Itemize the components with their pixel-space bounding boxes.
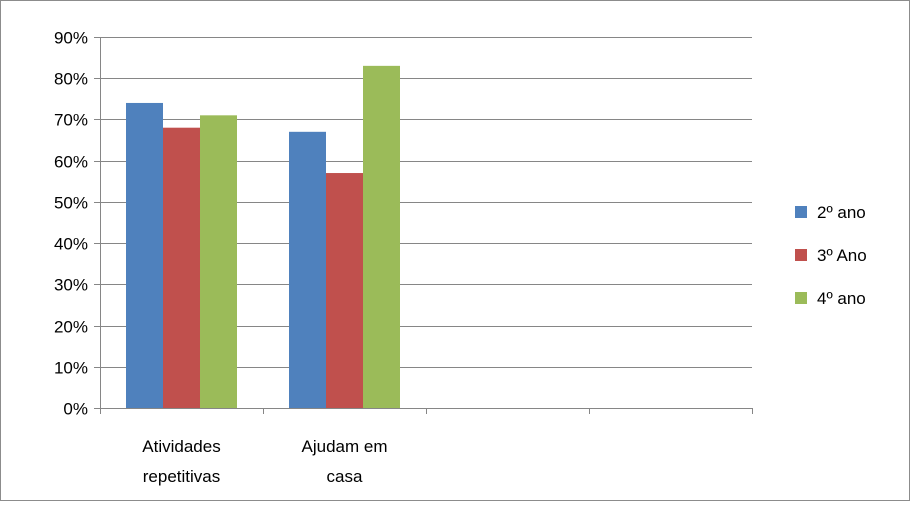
y-tick-label: 90% [54, 29, 88, 48]
x-category-label: casa [327, 467, 363, 486]
x-category-label: repetitivas [143, 467, 220, 486]
y-tick-label: 60% [54, 153, 88, 172]
bar-3-1 [200, 115, 237, 409]
y-tick-label: 80% [54, 70, 88, 89]
bars [126, 65, 400, 409]
y-tick-label: 0% [63, 400, 88, 419]
legend-label: 4º ano [817, 289, 866, 308]
legend-swatch [795, 206, 807, 218]
bar-2-2 [326, 173, 363, 408]
y-tick-label: 50% [54, 194, 88, 213]
bar-1-2 [289, 131, 326, 409]
y-tick-label: 10% [54, 359, 88, 378]
bar-3-2 [363, 65, 400, 408]
y-tick-label: 30% [54, 276, 88, 295]
bar-2-1 [163, 127, 200, 408]
x-category-label: Atividades [142, 437, 220, 456]
legend-swatch [795, 249, 807, 261]
y-tick-label: 40% [54, 235, 88, 254]
legend-swatch [795, 292, 807, 304]
bar-1-1 [126, 102, 163, 408]
legend-label: 3º Ano [817, 246, 867, 265]
y-tick-label: 20% [54, 318, 88, 337]
x-category-label: Ajudam em [302, 437, 388, 456]
y-tick-label: 70% [54, 111, 88, 130]
legend: 2º ano 3º Ano 4º ano [795, 203, 867, 308]
axes: 0% 10% 20% 30% 40% 50% 60% 70% 80% 90% Atividades r… [54, 29, 753, 486]
legend-label: 2º ano [817, 203, 866, 222]
